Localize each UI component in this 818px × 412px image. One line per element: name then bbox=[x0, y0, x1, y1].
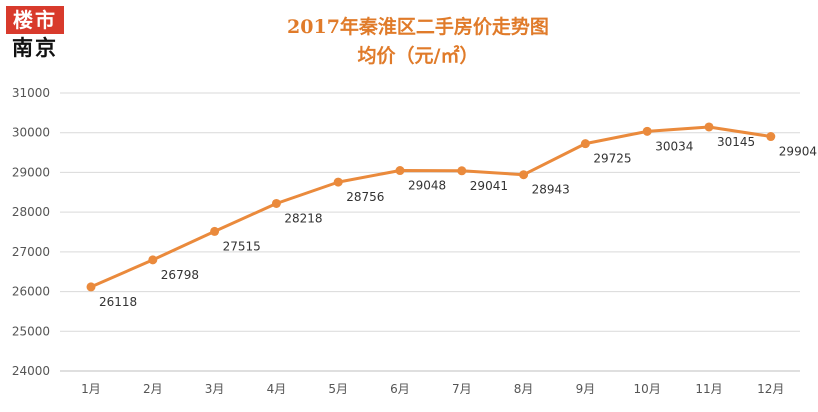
x-tick-label: 2月 bbox=[143, 382, 163, 396]
data-point bbox=[333, 177, 343, 187]
y-tick-label: 29000 bbox=[12, 165, 50, 179]
chart-subtitle: 均价（元/㎡） bbox=[358, 44, 479, 67]
data-point bbox=[704, 122, 714, 132]
data-points bbox=[86, 122, 776, 292]
grid-lines bbox=[60, 92, 800, 372]
x-tick-label: 9月 bbox=[576, 382, 596, 396]
y-tick-label: 30000 bbox=[12, 126, 50, 140]
data-point bbox=[395, 166, 405, 176]
x-tick-label: 7月 bbox=[452, 382, 472, 396]
x-tick-label: 8月 bbox=[514, 382, 534, 396]
data-label: 26798 bbox=[161, 268, 199, 282]
y-tick-label: 25000 bbox=[12, 324, 50, 338]
data-point bbox=[519, 170, 529, 180]
data-point bbox=[457, 166, 467, 176]
x-axis-ticks: 1月 2月 3月 4月 5月 6月 7月 8月 9月 10月 11月 12月 bbox=[81, 382, 784, 396]
data-label: 30145 bbox=[717, 135, 755, 149]
data-point bbox=[86, 282, 96, 292]
x-tick-label: 5月 bbox=[328, 382, 348, 396]
x-tick-label: 4月 bbox=[267, 382, 287, 396]
y-tick-label: 24000 bbox=[12, 364, 50, 378]
x-tick-label: 3月 bbox=[205, 382, 225, 396]
y-tick-label: 31000 bbox=[12, 86, 50, 100]
data-label: 27515 bbox=[223, 239, 261, 253]
data-label: 29725 bbox=[593, 152, 631, 166]
y-tick-label: 26000 bbox=[12, 285, 50, 299]
logo-top-text: 楼市 bbox=[6, 6, 64, 34]
logo-bottom-text: 南京 bbox=[12, 35, 58, 60]
chart-title: 2017年秦淮区二手房价走势图 bbox=[287, 15, 549, 38]
x-tick-label: 10月 bbox=[634, 382, 661, 396]
data-label: 26118 bbox=[99, 295, 137, 309]
data-label: 28756 bbox=[346, 190, 384, 204]
data-point bbox=[210, 226, 220, 236]
y-tick-label: 27000 bbox=[12, 245, 50, 259]
logo: 楼市 南京 bbox=[6, 6, 64, 62]
x-tick-label: 11月 bbox=[695, 382, 722, 396]
data-point bbox=[148, 255, 158, 265]
x-tick-label: 6月 bbox=[390, 382, 410, 396]
data-label: 29904 bbox=[779, 145, 817, 159]
data-labels: 26118 26798 27515 28218 28756 29048 29041 28943… bbox=[99, 135, 817, 309]
data-label: 30034 bbox=[655, 139, 693, 153]
data-point bbox=[642, 126, 652, 136]
data-label: 29041 bbox=[470, 179, 508, 193]
data-point bbox=[766, 132, 776, 142]
data-point bbox=[580, 139, 590, 149]
y-axis-ticks: 24000 25000 26000 27000 28000 29000 30000 31000 bbox=[12, 86, 50, 378]
data-point bbox=[271, 198, 281, 208]
data-label: 28218 bbox=[284, 211, 322, 225]
data-label: 29048 bbox=[408, 179, 446, 193]
series-line bbox=[90, 125, 772, 289]
x-tick-label: 12月 bbox=[757, 382, 784, 396]
data-label: 28943 bbox=[532, 183, 570, 197]
y-tick-label: 28000 bbox=[12, 205, 50, 219]
x-tick-label: 1月 bbox=[81, 382, 101, 396]
